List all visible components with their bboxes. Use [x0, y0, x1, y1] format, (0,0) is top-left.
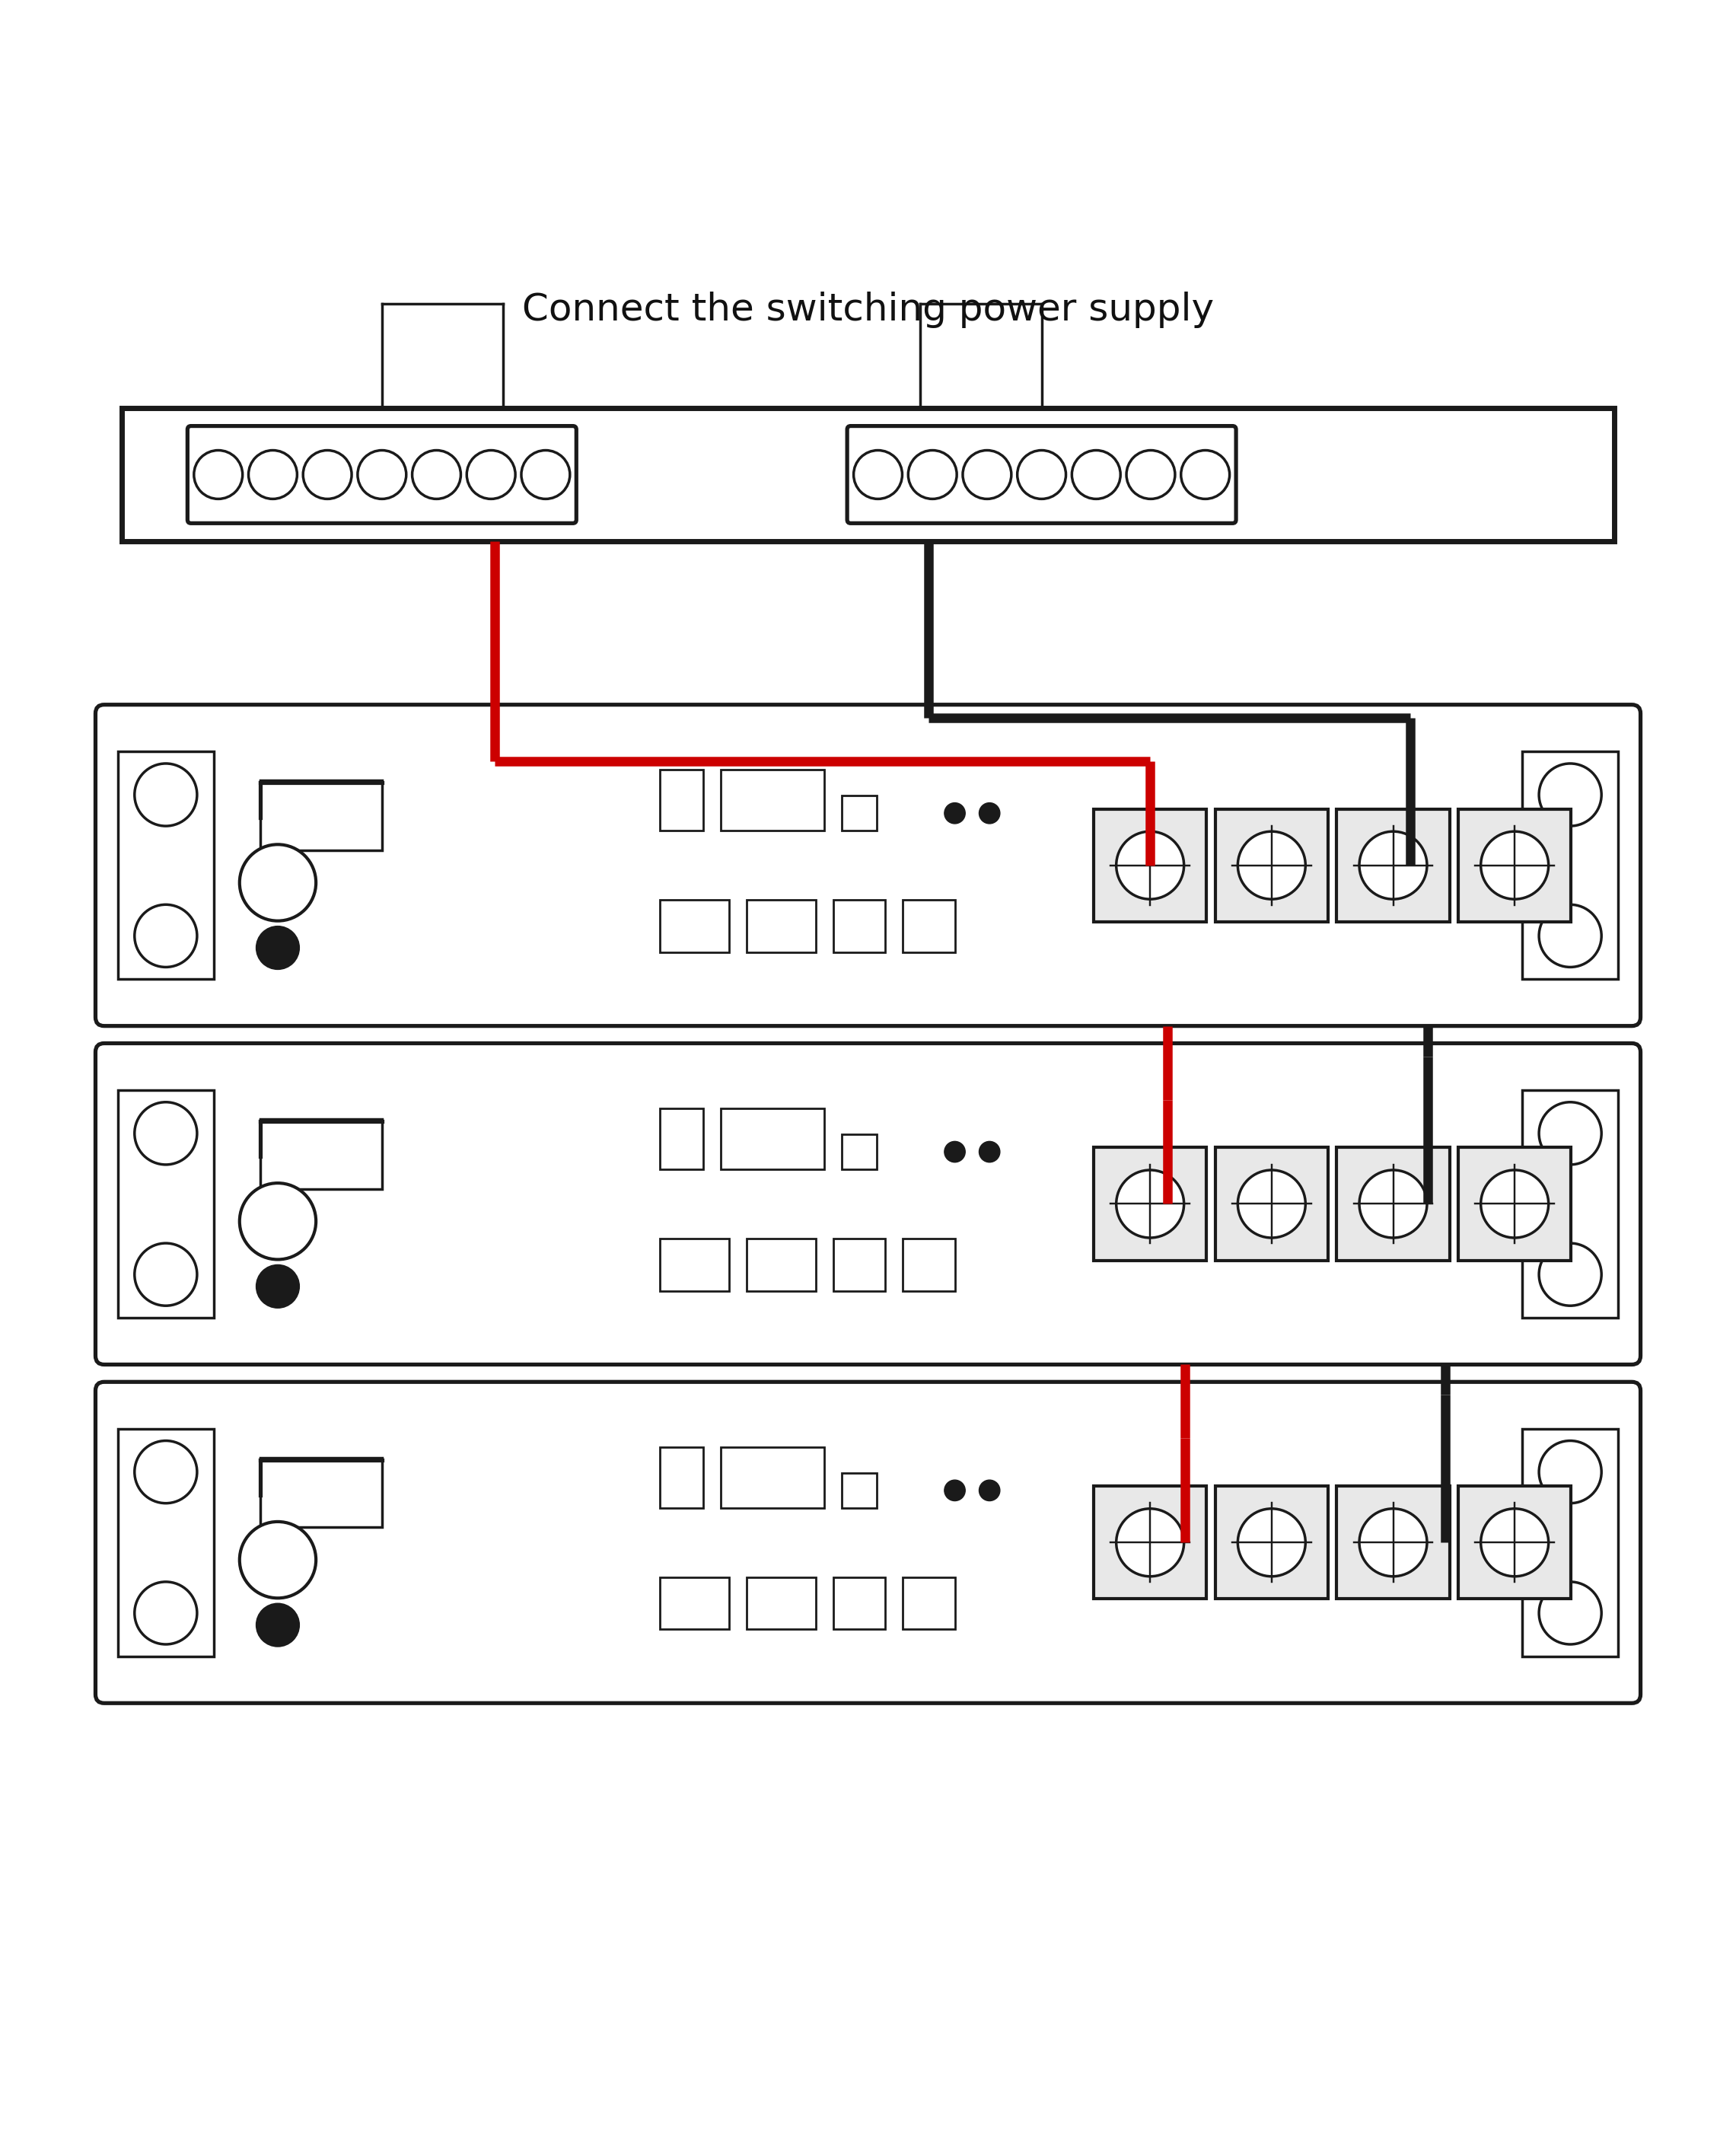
Circle shape: [1538, 763, 1601, 826]
Circle shape: [1116, 1508, 1184, 1576]
Bar: [660, 1108, 703, 1169]
Circle shape: [1538, 905, 1601, 967]
Circle shape: [240, 1521, 316, 1598]
Bar: [833, 1240, 885, 1291]
Bar: [1215, 1148, 1328, 1261]
Bar: [720, 769, 825, 831]
Circle shape: [135, 1101, 198, 1165]
Circle shape: [1481, 831, 1549, 899]
Bar: [1337, 809, 1450, 922]
Bar: [833, 901, 885, 952]
Circle shape: [1538, 1101, 1601, 1165]
Bar: [842, 1474, 877, 1508]
Circle shape: [1017, 449, 1066, 498]
Circle shape: [854, 449, 903, 498]
Circle shape: [1359, 1508, 1427, 1576]
FancyBboxPatch shape: [95, 1044, 1641, 1365]
Bar: [1458, 1487, 1571, 1600]
Circle shape: [135, 905, 198, 967]
Bar: [118, 1429, 214, 1657]
Circle shape: [240, 1182, 316, 1259]
Bar: [1458, 1148, 1571, 1261]
Bar: [903, 1240, 955, 1291]
Bar: [118, 752, 214, 980]
Bar: [903, 1576, 955, 1629]
Text: Connect the switching power supply: Connect the switching power supply: [523, 292, 1213, 328]
Bar: [842, 1135, 877, 1169]
Circle shape: [944, 1142, 965, 1163]
Circle shape: [1481, 1508, 1549, 1576]
Bar: [660, 901, 729, 952]
Circle shape: [411, 449, 460, 498]
FancyBboxPatch shape: [847, 426, 1236, 524]
Bar: [746, 1240, 816, 1291]
Bar: [118, 1091, 214, 1318]
Bar: [720, 1108, 825, 1169]
Circle shape: [135, 1583, 198, 1644]
Circle shape: [1359, 831, 1427, 899]
Circle shape: [135, 1244, 198, 1306]
Bar: [842, 797, 877, 831]
FancyBboxPatch shape: [187, 426, 576, 524]
Circle shape: [1116, 1169, 1184, 1238]
Bar: [1337, 1487, 1450, 1600]
Bar: [260, 1118, 382, 1189]
Circle shape: [304, 449, 352, 498]
Bar: [660, 1576, 729, 1629]
Circle shape: [1127, 449, 1175, 498]
FancyBboxPatch shape: [95, 705, 1641, 1027]
Circle shape: [248, 449, 297, 498]
Bar: [660, 1240, 729, 1291]
Circle shape: [979, 803, 1000, 824]
Circle shape: [944, 803, 965, 824]
Bar: [746, 1576, 816, 1629]
Bar: [660, 1446, 703, 1508]
Circle shape: [963, 449, 1012, 498]
Bar: [1094, 1487, 1207, 1600]
Bar: [1094, 809, 1207, 922]
Bar: [660, 769, 703, 831]
Bar: [903, 901, 955, 952]
Circle shape: [1071, 449, 1120, 498]
Circle shape: [257, 1265, 299, 1308]
Circle shape: [358, 449, 406, 498]
Circle shape: [257, 1604, 299, 1646]
Bar: [1522, 752, 1618, 980]
Circle shape: [257, 927, 299, 969]
Circle shape: [1180, 449, 1229, 498]
Bar: [746, 901, 816, 952]
Circle shape: [1116, 831, 1184, 899]
Circle shape: [135, 1440, 198, 1504]
Bar: [833, 1576, 885, 1629]
FancyBboxPatch shape: [95, 1382, 1641, 1704]
Circle shape: [979, 1142, 1000, 1163]
Circle shape: [467, 449, 516, 498]
Bar: [260, 782, 382, 850]
Bar: [1458, 809, 1571, 922]
Bar: [1215, 809, 1328, 922]
Circle shape: [944, 1480, 965, 1502]
Bar: [1522, 1091, 1618, 1318]
Circle shape: [521, 449, 569, 498]
Circle shape: [194, 449, 243, 498]
Circle shape: [1538, 1440, 1601, 1504]
Bar: [1522, 1429, 1618, 1657]
Circle shape: [1238, 831, 1305, 899]
Circle shape: [1238, 1508, 1305, 1576]
Bar: [122, 407, 1614, 541]
Circle shape: [1238, 1169, 1305, 1238]
Bar: [1337, 1148, 1450, 1261]
Circle shape: [135, 763, 198, 826]
Bar: [1094, 1148, 1207, 1261]
Circle shape: [1538, 1583, 1601, 1644]
Circle shape: [1359, 1169, 1427, 1238]
Bar: [720, 1446, 825, 1508]
Bar: [1215, 1487, 1328, 1600]
Circle shape: [1538, 1244, 1601, 1306]
Circle shape: [240, 843, 316, 920]
Circle shape: [908, 449, 957, 498]
Circle shape: [979, 1480, 1000, 1502]
Bar: [260, 1457, 382, 1527]
Circle shape: [1481, 1169, 1549, 1238]
